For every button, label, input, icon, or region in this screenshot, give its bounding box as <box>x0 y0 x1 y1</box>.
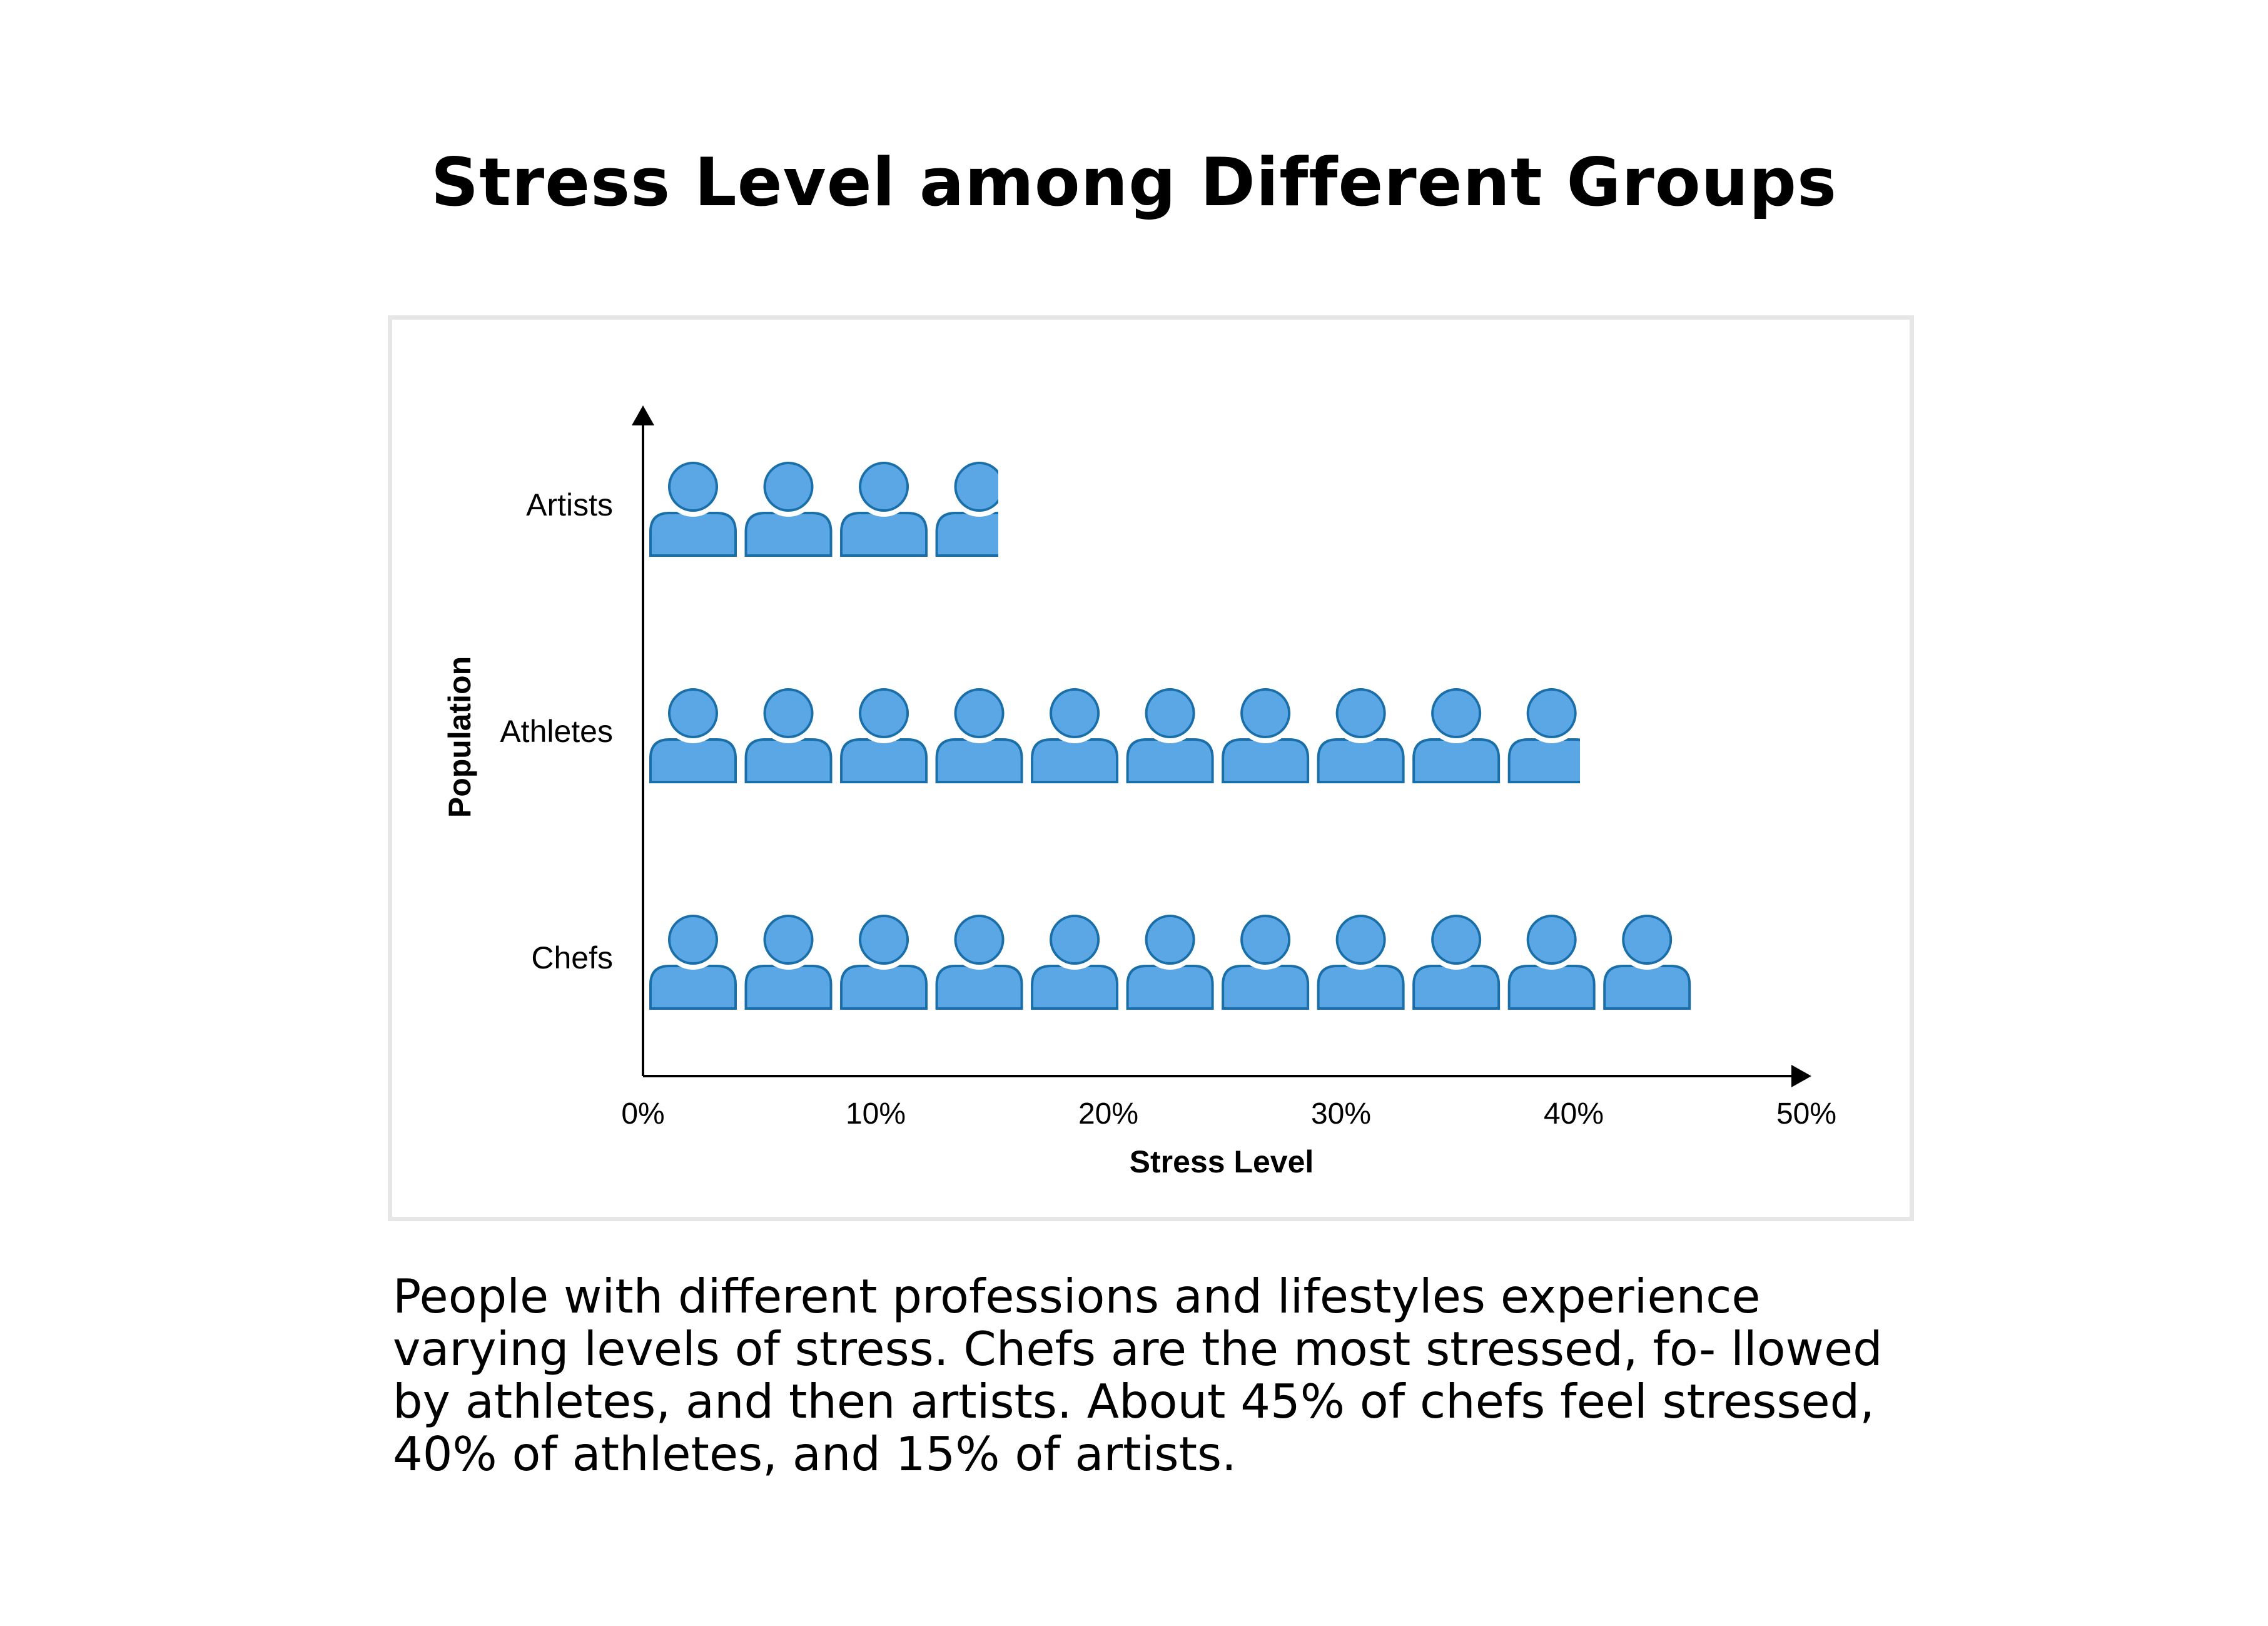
person-icon <box>935 686 1023 783</box>
person-icon <box>840 459 928 557</box>
person-icon <box>744 686 833 783</box>
person-icon <box>1317 686 1405 783</box>
person-icon <box>935 912 1023 1010</box>
person-icon <box>1031 686 1119 783</box>
person-icon <box>1507 912 1596 1010</box>
row-athletes <box>649 686 1580 783</box>
person-icon <box>744 459 833 557</box>
person-icon <box>840 912 928 1010</box>
labels-layer: Artists Athletes Chefs 0% 10% 20% 30% 40% 50% Str… <box>442 487 1836 1179</box>
x-tick-label: 0% <box>621 1097 664 1131</box>
axes-layer <box>632 405 1811 1087</box>
x-tick-label: 50% <box>1776 1097 1836 1131</box>
person-icon <box>1126 686 1214 783</box>
x-tick-label: 20% <box>1078 1097 1138 1131</box>
page-title: Stress Level among Different Groups <box>430 144 1838 221</box>
person-icon <box>649 686 737 783</box>
person-icon <box>1031 912 1119 1010</box>
person-icon <box>935 459 998 557</box>
y-axis-arrow <box>632 405 654 425</box>
person-icon <box>649 912 737 1010</box>
x-tick-label: 30% <box>1311 1097 1371 1131</box>
person-icon <box>1412 686 1501 783</box>
x-tick-label: 40% <box>1544 1097 1604 1131</box>
person-icon <box>1126 912 1214 1010</box>
x-axis-label: Stress Level <box>1130 1144 1314 1179</box>
category-label: Chefs <box>531 940 613 975</box>
person-icon <box>649 459 737 557</box>
person-icon <box>744 912 833 1010</box>
person-icon <box>1222 686 1310 783</box>
person-icon <box>1222 912 1310 1010</box>
row-chefs <box>649 912 1691 1010</box>
person-icon <box>840 686 928 783</box>
x-axis-arrow <box>1791 1065 1811 1087</box>
y-axis-label: Population <box>442 656 477 818</box>
person-icon <box>1412 912 1501 1010</box>
icons-layer <box>649 459 1691 1010</box>
person-icon <box>1507 686 1580 783</box>
x-tick-label: 10% <box>846 1097 906 1131</box>
person-icon <box>1317 912 1405 1010</box>
caption-text: People with different professions and li… <box>393 1269 1883 1481</box>
category-label: Artists <box>526 487 613 522</box>
row-artists <box>649 459 998 557</box>
category-label: Athletes <box>500 714 613 749</box>
person-icon <box>1603 912 1691 1010</box>
